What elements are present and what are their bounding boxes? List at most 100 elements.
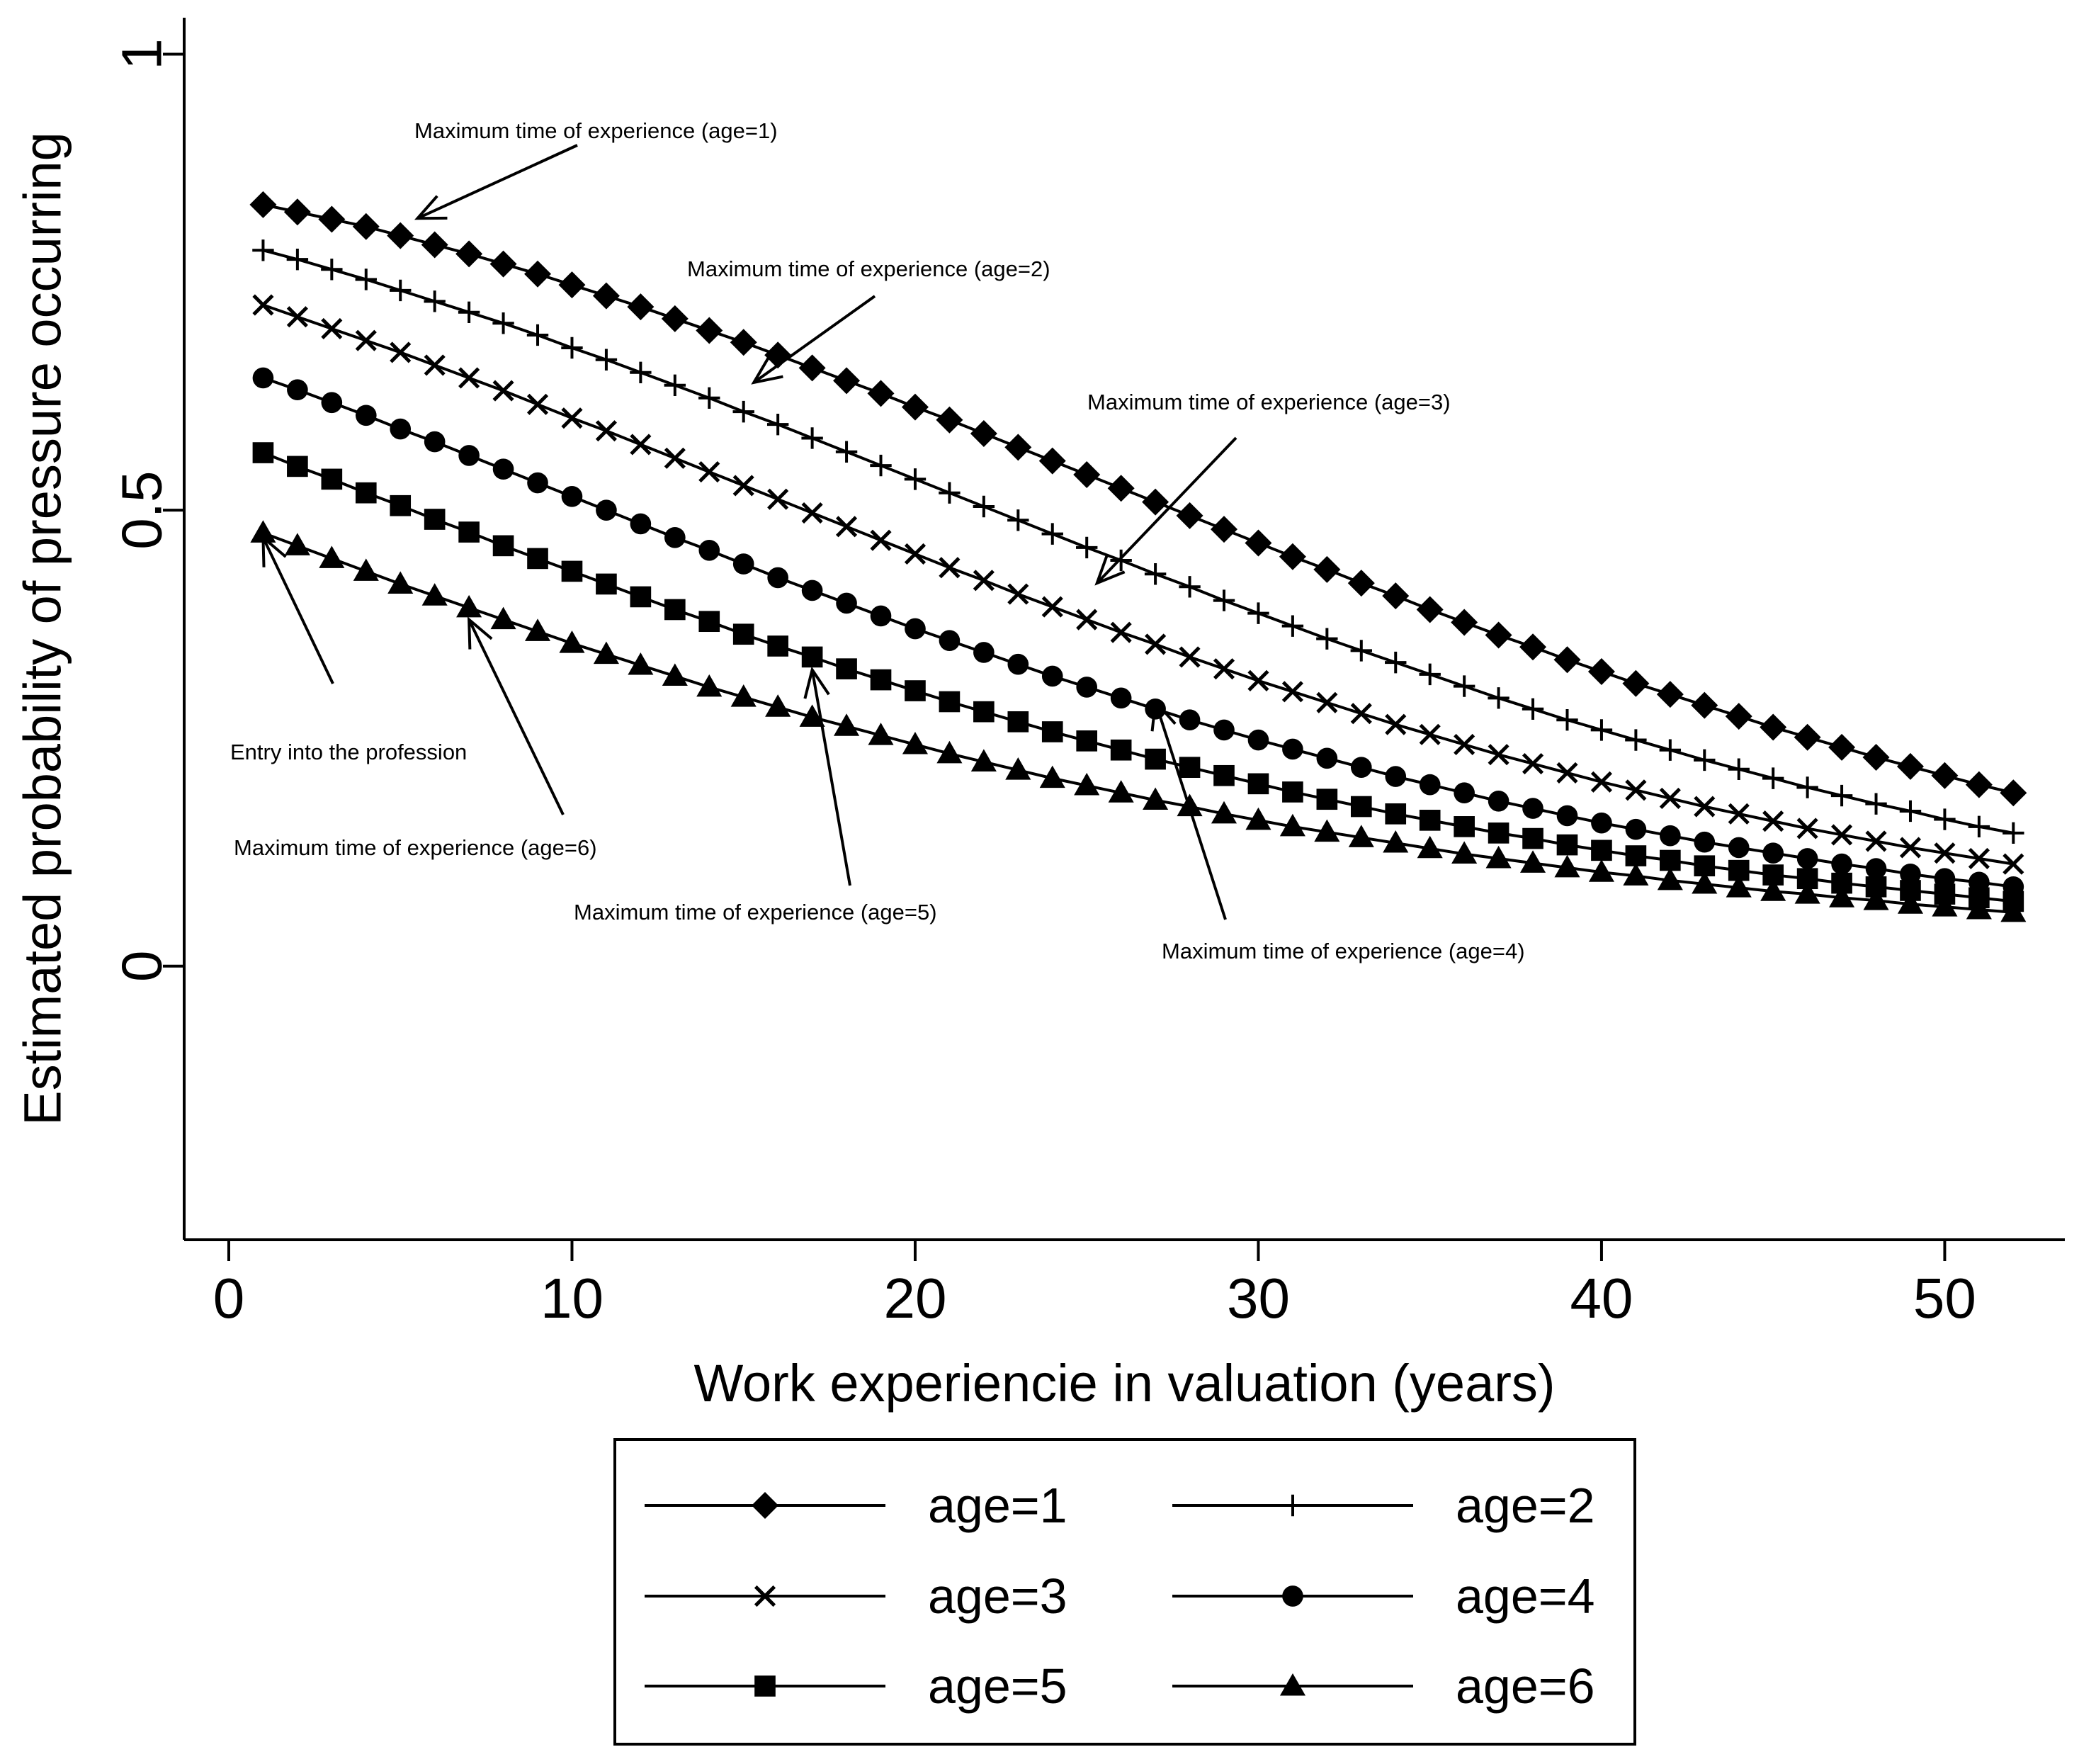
triangle-marker bbox=[628, 652, 654, 675]
annotation-arrow bbox=[417, 144, 578, 220]
diamond-marker bbox=[1965, 771, 1993, 798]
cross-marker bbox=[1728, 803, 1750, 825]
square-marker bbox=[527, 548, 548, 570]
cross-marker bbox=[630, 434, 652, 456]
diamond-marker bbox=[1587, 658, 1615, 686]
plus-marker bbox=[321, 259, 343, 281]
circle-marker bbox=[1385, 766, 1407, 787]
plus-marker bbox=[630, 361, 652, 383]
cross-marker bbox=[664, 447, 686, 469]
legend-label: age=3 bbox=[928, 1568, 1067, 1624]
plus-marker bbox=[492, 312, 514, 334]
plus-marker bbox=[1007, 509, 1029, 531]
triangle-marker bbox=[1897, 891, 1924, 914]
square-marker bbox=[1454, 816, 1475, 837]
annotation-label: Maximum time of experience (age=2) bbox=[687, 256, 1050, 281]
square-marker bbox=[287, 456, 308, 477]
cross-marker bbox=[1316, 691, 1338, 713]
cross-marker bbox=[1831, 824, 1853, 846]
y-tick-label: 0 bbox=[111, 951, 174, 983]
legend-item-age-3: age=3 bbox=[645, 1568, 1067, 1624]
annotation-arrow bbox=[261, 536, 334, 684]
cross-marker bbox=[1659, 787, 1681, 810]
plus-marker bbox=[1350, 640, 1372, 662]
cross-marker bbox=[492, 380, 514, 402]
triangle-marker bbox=[1279, 1673, 1306, 1696]
square-marker bbox=[1522, 827, 1543, 849]
circle-marker bbox=[1179, 709, 1201, 731]
diamond-marker bbox=[592, 282, 620, 310]
cross-marker bbox=[767, 488, 789, 510]
plus-marker bbox=[1899, 800, 1922, 822]
cross-marker bbox=[1522, 752, 1544, 775]
diamond-marker bbox=[1313, 555, 1341, 583]
plus-marker bbox=[1144, 563, 1167, 585]
triangle-marker bbox=[1211, 801, 1237, 824]
annotation-arrowhead bbox=[467, 616, 493, 650]
legend: age=1 age=2 age=3 age=4 age=5 age=6 bbox=[613, 1438, 1636, 1746]
series-age-6 bbox=[250, 520, 2027, 922]
triangle-marker bbox=[1726, 875, 1752, 898]
square-marker bbox=[596, 573, 617, 595]
square-marker bbox=[458, 521, 480, 543]
cross-marker bbox=[1556, 762, 1578, 784]
square-marker bbox=[1076, 730, 1098, 752]
annotation-label: Maximum time of experience (age=6) bbox=[234, 835, 597, 860]
cross-marker bbox=[321, 317, 343, 340]
square-marker bbox=[754, 1675, 776, 1697]
y-axis-title: Estimated probability of pressure occurr… bbox=[13, 132, 72, 1126]
cross-marker bbox=[1694, 796, 1716, 818]
plus-marker bbox=[1830, 784, 1853, 807]
triangle-marker bbox=[1829, 885, 1855, 908]
diamond-marker bbox=[1107, 475, 1135, 502]
circle-marker bbox=[1007, 653, 1029, 675]
x-tick-label: 0 bbox=[213, 1267, 245, 1330]
triangle-marker bbox=[765, 694, 791, 717]
triangle-marker bbox=[1245, 807, 1271, 830]
plus-marker bbox=[1419, 663, 1441, 686]
diamond-marker bbox=[318, 205, 346, 233]
plus-marker bbox=[1488, 687, 1509, 709]
square-marker bbox=[630, 586, 652, 608]
diamond-marker bbox=[1347, 570, 1375, 597]
plus-marker bbox=[1865, 793, 1887, 815]
series-line bbox=[262, 249, 2014, 835]
plus-marker bbox=[252, 239, 274, 261]
legend-item-age-6: age=6 bbox=[1172, 1658, 1595, 1714]
triangle-marker bbox=[868, 723, 894, 745]
legend-item-age-1: age=1 bbox=[645, 1478, 1067, 1533]
circle-marker bbox=[252, 367, 274, 389]
diamond-marker bbox=[249, 191, 277, 218]
square-marker bbox=[870, 669, 892, 691]
square-marker bbox=[1625, 845, 1647, 866]
series-line bbox=[262, 531, 2014, 914]
triangle-marker bbox=[970, 749, 997, 771]
series-age-1 bbox=[249, 191, 2027, 807]
plus-marker bbox=[664, 374, 686, 396]
circle-marker bbox=[1865, 858, 1887, 879]
cross-marker bbox=[939, 557, 961, 579]
diamond-marker bbox=[558, 271, 586, 299]
diamond-marker bbox=[1451, 609, 1478, 636]
triangle-marker bbox=[1039, 765, 1065, 788]
circle-marker bbox=[664, 526, 686, 548]
legend-label: age=6 bbox=[1456, 1658, 1595, 1714]
square-marker bbox=[1213, 764, 1235, 786]
annotation-label: Maximum time of experience (age=1) bbox=[414, 118, 778, 143]
legend-label: age=2 bbox=[1456, 1478, 1595, 1533]
circle-marker bbox=[1350, 757, 1372, 778]
legend-label: age=5 bbox=[928, 1658, 1067, 1714]
circle-marker bbox=[1316, 747, 1338, 769]
circle-marker bbox=[561, 486, 583, 507]
legend-item-age-2: age=2 bbox=[1172, 1478, 1595, 1533]
square-marker bbox=[561, 560, 583, 582]
triangle-marker bbox=[696, 674, 723, 697]
circle-marker bbox=[630, 513, 652, 535]
series-group bbox=[249, 191, 2027, 922]
triangle-marker bbox=[524, 618, 551, 641]
triangle-marker bbox=[1932, 894, 1958, 917]
triangle-marker bbox=[1074, 772, 1100, 796]
plus-marker bbox=[1041, 523, 1063, 545]
square-marker bbox=[1007, 711, 1029, 733]
